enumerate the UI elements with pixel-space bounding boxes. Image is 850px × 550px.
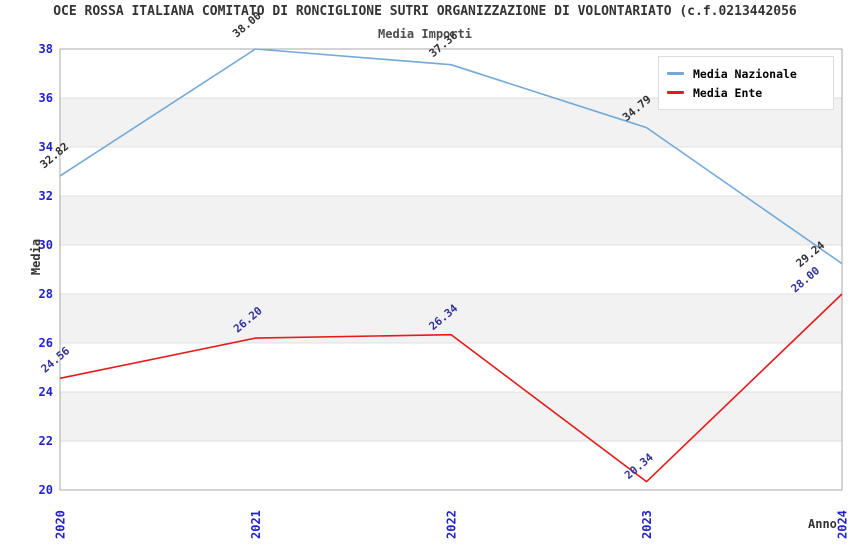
y-tick-label: 28	[39, 287, 53, 301]
line-swatch-icon	[667, 72, 684, 75]
series-line-media-nazionale	[59, 48, 843, 265]
data-point-label: 37.36	[427, 28, 461, 59]
series-line-media-ente	[59, 293, 843, 483]
data-point-label: 28.00	[789, 264, 823, 295]
y-tick-label: 34	[39, 140, 53, 154]
x-tick-label: 2022	[445, 510, 459, 539]
legend-label: Media Nazionale	[693, 66, 797, 81]
y-tick-label: 22	[39, 434, 53, 448]
line-swatch-icon	[667, 91, 684, 94]
y-tick-label: 36	[39, 91, 53, 105]
x-tick-label: 2021	[249, 510, 263, 539]
y-tick-label: 24	[39, 385, 53, 399]
chart-title: OCE ROSSA ITALIANA COMITATO DI RONCIGLIO…	[53, 4, 797, 19]
data-point-label: 38.00	[230, 9, 264, 40]
y-tick-label: 38	[39, 42, 53, 56]
x-axis-title: Anno	[808, 517, 837, 531]
chart-subtitle: Media Importi	[378, 27, 472, 41]
legend-item-media-nazionale: Media Nazionale	[667, 64, 827, 83]
x-tick-label: 2020	[54, 510, 68, 539]
x-tick-label: 2024	[836, 510, 850, 539]
plot-frame	[59, 48, 843, 491]
y-tick-label: 26	[39, 336, 53, 350]
y-tick-label: 20	[39, 483, 53, 497]
y-tick-label: 32	[39, 189, 53, 203]
legend: Media Nazionale Media Ente	[658, 56, 834, 110]
x-tick-label: 2023	[640, 510, 654, 539]
y-axis-title: Media	[29, 238, 43, 276]
y-tick-label: 30	[39, 238, 53, 252]
band	[60, 392, 842, 441]
legend-label: Media Ente	[693, 85, 763, 100]
band	[60, 196, 842, 245]
legend-item-media-ente: Media Ente	[667, 83, 827, 102]
